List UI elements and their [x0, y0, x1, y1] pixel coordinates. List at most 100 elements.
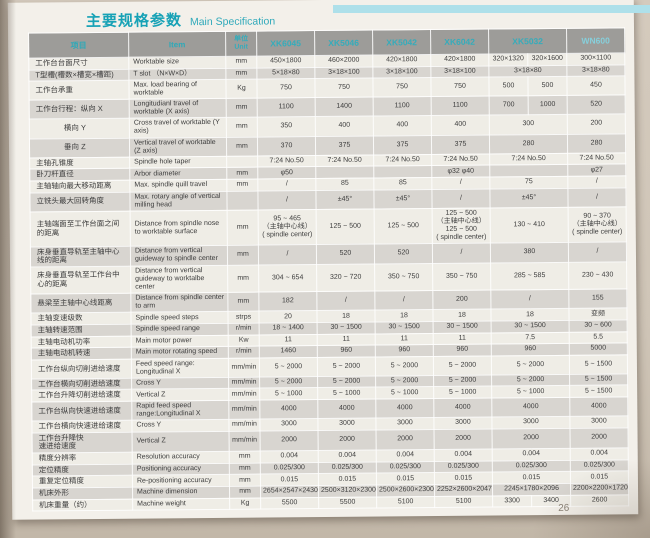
value-cell: 520 — [567, 95, 626, 115]
value-cell: 2200×2200×1720 — [570, 482, 629, 495]
value-cell: 0.004 — [570, 447, 629, 461]
value-cell: 5 ~ 1500 — [569, 385, 628, 398]
value-cell: 5100 — [376, 496, 435, 509]
value-cell: 960 — [433, 344, 492, 357]
item-name-en: Re-positioning accuracy — [132, 474, 230, 488]
value-cell: 520 — [374, 243, 433, 265]
value-cell: 700 — [489, 96, 529, 116]
item-name-en: Machine dimension — [132, 486, 230, 499]
value-cell: 0.004 — [260, 450, 319, 463]
item-name-en: Spindle speed range — [131, 323, 229, 336]
value-cell: 5 ~ 2000 — [491, 374, 570, 387]
value-cell — [489, 164, 568, 177]
header-item-zh: 项目 — [28, 32, 129, 59]
value-cell: 30 ~ 1500 — [375, 321, 434, 334]
value-cell: 3000 — [491, 416, 570, 429]
unit-cell: mm — [226, 98, 258, 118]
value-cell — [373, 165, 432, 178]
value-cell: 变频 — [568, 308, 628, 321]
value-cell: 5 ~ 1000 — [317, 387, 376, 400]
value-cell: 5500 — [318, 496, 377, 509]
value-cell: 0.015 — [434, 472, 493, 485]
value-cell: 500 — [527, 76, 568, 97]
value-cell: 7:24 No.50 — [373, 154, 432, 167]
value-cell: 0.004 — [492, 448, 571, 461]
value-cell: 7:24 No.50 — [567, 152, 626, 165]
value-cell: 5 ~ 2000 — [375, 375, 434, 388]
unit-cell: mm — [227, 209, 259, 246]
item-name-en: Max. rotary angle of vertical milling he… — [129, 190, 228, 211]
value-cell: 500 — [488, 76, 529, 97]
item-name-zh: 主轴转速范围 — [31, 324, 132, 337]
unit-cell: mm — [229, 474, 261, 487]
value-cell: 1100 — [257, 97, 316, 118]
value-cell: / — [431, 176, 490, 190]
value-cell: 2252×2600×2047 — [434, 483, 493, 497]
item-name-en: Distance from vertical guideway to workt… — [130, 265, 228, 294]
value-cell: 375 — [315, 135, 374, 156]
unit-cell: mm — [229, 462, 261, 475]
catalog-page: 主要规格参数 Main Specification 项目 Item 单位 Uni… — [7, 0, 639, 520]
unit-cell: r/min — [228, 346, 260, 359]
item-name-zh: 床身垂直导轨至工作台中 心的距离 — [30, 266, 131, 295]
unit-cell: Kw — [228, 334, 260, 347]
item-name-en: Machine weight — [132, 497, 230, 511]
value-cell: 3000 — [259, 418, 318, 431]
value-cell: 750 — [430, 77, 490, 97]
value-cell: 4000 — [375, 398, 434, 419]
unit-cell: mm — [225, 67, 257, 80]
value-cell: φ32 φ40 — [431, 165, 490, 178]
value-cell: 375 — [431, 134, 490, 155]
value-cell: 3×18×100 — [430, 65, 489, 78]
unit-cell: mm — [226, 167, 258, 180]
page-number: 26 — [558, 502, 570, 514]
unit-cell: mm — [226, 117, 258, 137]
item-name-zh: 工作台台面尺寸 — [28, 57, 129, 70]
value-cell: / — [431, 188, 491, 209]
unit-cell — [226, 155, 258, 168]
value-cell: 280 — [567, 133, 626, 153]
item-name-en: Cross Y — [131, 377, 229, 390]
header-model-xk6042: XK6042 — [430, 29, 489, 55]
value-cell: 2000 — [569, 427, 629, 449]
value-cell: 380 — [490, 242, 569, 264]
value-cell: 30 ~ 1500 — [317, 321, 376, 335]
value-cell: 11 — [375, 333, 434, 346]
value-cell: 200 — [567, 114, 626, 134]
header-model-xk5042: XK5042 — [372, 29, 431, 56]
value-cell: 1400 — [315, 97, 374, 117]
item-name-en: Distance from vertical guideway to spind… — [130, 245, 228, 267]
value-cell: 4000 — [317, 399, 376, 419]
header-model-xk6045: XK6045 — [256, 30, 315, 57]
value-cell: 11 — [317, 333, 376, 346]
item-name-en: T slot （N×W×D） — [128, 67, 226, 81]
value-cell: 400 — [431, 115, 490, 136]
unit-cell: mm — [227, 292, 259, 312]
value-cell: 350 ~ 750 — [432, 263, 491, 291]
value-cell: 4000 — [491, 397, 570, 418]
value-cell: 2000 — [491, 428, 571, 450]
value-cell: 750 — [314, 78, 374, 98]
value-cell: 375 — [373, 135, 432, 155]
value-cell: 3000 — [433, 417, 492, 430]
value-cell: 5 ~ 2000 — [259, 357, 318, 377]
value-cell: 5 ~ 1000 — [259, 388, 318, 401]
item-name-zh: 工作台纵向快速进给速度 — [31, 401, 132, 422]
value-cell: / — [568, 241, 627, 263]
unit-cell: Kg — [225, 79, 258, 99]
value-cell: 1100 — [373, 96, 432, 117]
value-cell: 5×18×80 — [256, 67, 315, 80]
value-cell: 125 ~ 500 — [374, 208, 433, 244]
value-cell: 130 ~ 410 — [490, 206, 569, 243]
unit-cell: mm/min — [228, 388, 260, 401]
value-cell: 30 ~ 600 — [569, 319, 628, 332]
value-cell: 0.015 — [492, 471, 571, 484]
value-cell: 420×1800 — [430, 54, 489, 67]
value-cell: 0.004 — [434, 449, 493, 462]
item-name-zh: 主轴电动机功率 — [31, 335, 132, 349]
value-cell: 4000 — [569, 396, 628, 417]
value-cell: / — [490, 289, 569, 310]
item-name-zh: 工作台纵向切削进给速度 — [31, 358, 132, 379]
value-cell: 370 — [257, 136, 316, 156]
value-cell: 18 — [374, 309, 434, 322]
